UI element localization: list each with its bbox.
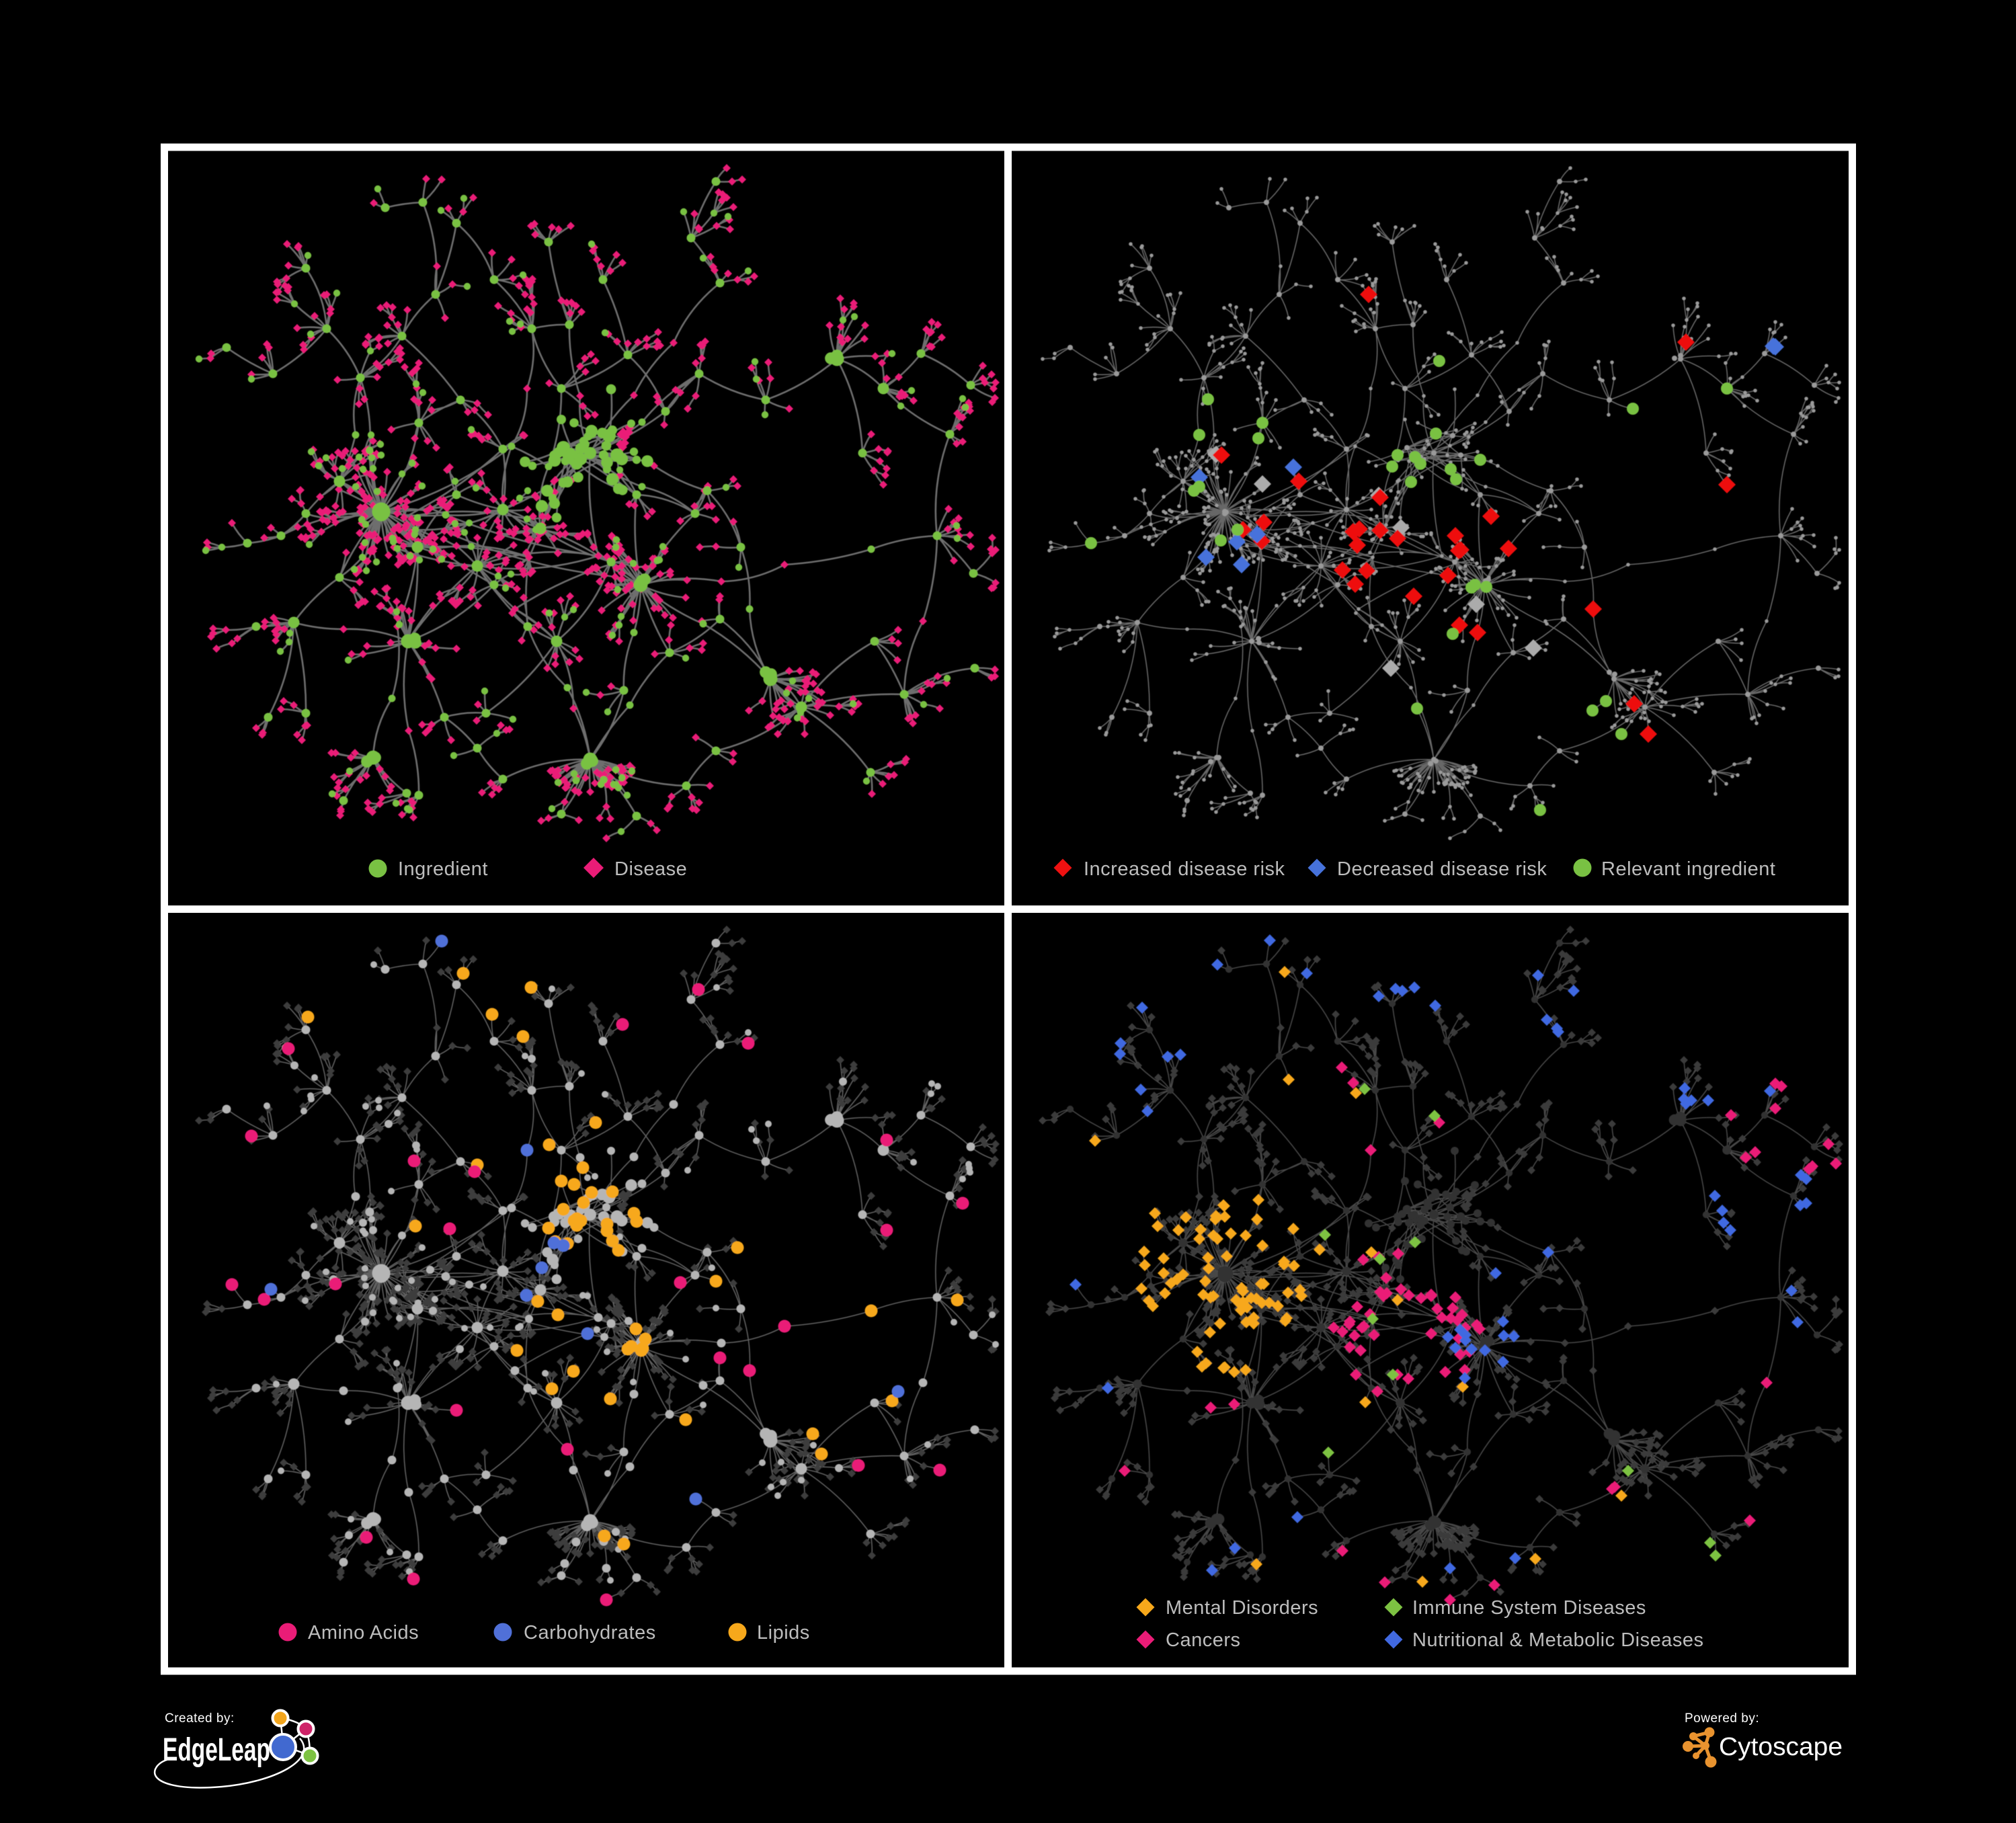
svg-text:Decreased disease risk: Decreased disease risk	[1337, 858, 1547, 880]
svg-text:Mental Disorders: Mental Disorders	[1166, 1597, 1318, 1619]
svg-text:Cytoscape: Cytoscape	[1719, 1733, 1843, 1761]
svg-text:Carbohydrates: Carbohydrates	[524, 1622, 656, 1644]
svg-text:Cancers: Cancers	[1166, 1629, 1241, 1651]
svg-text:Relevant ingredient: Relevant ingredient	[1601, 858, 1775, 880]
svg-text:EdgeLeap: EdgeLeap	[163, 1732, 270, 1768]
svg-text:Disease: Disease	[614, 858, 687, 880]
svg-text:Ingredient: Ingredient	[398, 858, 488, 880]
svg-text:Amino Acids: Amino Acids	[308, 1622, 419, 1644]
svg-text:Increased disease risk: Increased disease risk	[1084, 858, 1285, 880]
svg-text:Lipids: Lipids	[757, 1622, 810, 1644]
svg-text:Nutritional & Metabolic Diseas: Nutritional & Metabolic Diseases	[1412, 1629, 1703, 1651]
svg-text:Powered by:: Powered by:	[1685, 1711, 1759, 1726]
svg-text:Immune System Diseases: Immune System Diseases	[1412, 1597, 1646, 1619]
svg-text:Created by:: Created by:	[165, 1711, 235, 1726]
